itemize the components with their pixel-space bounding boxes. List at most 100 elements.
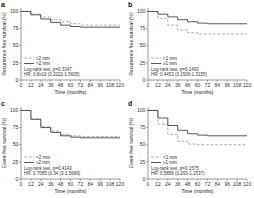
x-tick-label: 36 [175,181,181,187]
legend: <2 mm≥2 mm [24,155,50,166]
x-tick-label: 72 [205,181,211,187]
x-tick-label: 120 [243,82,252,88]
x-tick-label: 12 [28,82,34,88]
legend: <1 mm≥1 mm [151,155,177,166]
x-tick-label: 96 [224,82,230,88]
x-tick-label: 36 [175,82,181,88]
annotation-line: Log-rank test, p=0.1490 [151,67,199,72]
x-axis-label: Time (months) [54,89,86,95]
panel: 012243648607284961081200255075100<2 mm≥2… [1,100,124,195]
figure: 012243648607284961081200255075100≤2 mm>2… [0,0,254,198]
legend: <1 mm≥1 mm [151,56,177,67]
annotation: Log-rank test, p=0.3347HR: 0.8x10 (0.202… [24,67,80,78]
legend-swatch [151,162,161,163]
y-tick [146,127,148,128]
annotation-line: Log-rank test, p=0.1575 [151,166,199,171]
legend-swatch [151,157,161,158]
x-tick-label: 60 [68,181,74,187]
series-line [148,11,247,23]
y-tick [146,11,148,12]
panel: 012243648607284961081200255075100≤2 mm>2… [1,1,124,96]
x-tick-label: 108 [106,181,115,187]
x-axis-label: Time (months) [54,188,86,194]
y-tick-label: 100 [10,8,19,14]
y-tick-label: 0 [16,77,19,83]
y-tick-label: 75 [13,124,19,130]
y-tick [19,45,21,46]
y-tick-label: 0 [143,176,146,182]
x-tick-label: 24 [38,82,44,88]
legend-swatch [24,162,34,163]
annotation: Log-rank test, p=0.1575HR: 0.5858 (0.293… [151,166,205,177]
series-line [21,110,120,136]
series-line [21,11,120,27]
y-tick [146,28,148,29]
legend-swatch [151,58,161,59]
y-axis-line [21,107,22,179]
legend-swatch [24,157,34,158]
annotation-line: Log-rank test, p=0.3347 [24,67,72,72]
y-tick-label: 75 [13,25,19,31]
series-line [21,11,120,25]
x-tick-label: 120 [116,181,125,187]
y-axis-line [148,8,149,80]
legend-label: <2 mm [36,155,50,160]
y-tick-label: 75 [140,25,146,31]
legend: ≤2 mm>2 mm [24,56,50,67]
legend-label: ≤2 mm [36,56,50,61]
y-tick-label: 25 [140,60,146,66]
annotation-line: HR: 0.8x10 (0.2022-1.5605) [24,72,80,77]
x-tick-label: 60 [68,82,74,88]
x-tick-label: 108 [233,82,242,88]
y-axis-label: Event-free survival (%) [128,117,134,168]
y-tick [19,161,21,162]
panel: 012243648607284961081200255075100<1 mm≥1… [128,1,251,96]
annotation: Log-rank test, p=0.1490HR: 0.4453 (0.150… [151,67,208,78]
legend-label: >2 mm [36,61,50,66]
x-tick-label: 12 [155,181,161,187]
y-axis-label: Recurrence free survival (%) [1,12,7,76]
x-tick-label: 0 [20,82,23,88]
y-tick-label: 25 [140,159,146,165]
y-axis-label: Event-free survival (%) [1,117,7,168]
y-tick-label: 50 [140,42,146,48]
y-tick-label: 100 [137,107,146,113]
x-tick-label: 84 [88,181,94,187]
x-tick-label: 24 [165,181,171,187]
y-tick [19,62,21,63]
x-tick-label: 108 [106,82,115,88]
y-tick [146,62,148,63]
x-axis-label: Time (months) [181,89,213,95]
y-tick [146,110,148,111]
y-tick-label: 100 [10,107,19,113]
y-tick-label: 50 [140,141,146,147]
legend-label: ≥2 mm [36,160,50,165]
x-tick-label: 12 [155,82,161,88]
plot-area [21,11,120,27]
y-axis-label: Recurrence free survival (%) [128,12,134,76]
y-tick [146,144,148,145]
legend-label: <1 mm [163,56,177,61]
y-axis-line [21,8,22,80]
y-tick [146,161,148,162]
x-tick-label: 72 [205,82,211,88]
y-tick [19,144,21,145]
x-tick-label: 0 [147,181,150,187]
x-tick-label: 108 [233,181,242,187]
x-tick-label: 84 [215,82,221,88]
x-tick-label: 84 [215,181,221,187]
y-tick [19,110,21,111]
x-tick-label: 24 [165,82,171,88]
annotation-line: HR: 0.4453 (0.1506-1.3155) [151,72,208,77]
series-line [148,11,247,34]
x-tick-label: 120 [116,82,125,88]
y-tick-label: 25 [13,60,19,66]
y-tick [19,28,21,29]
series-line [148,110,247,144]
series-line [148,110,247,135]
y-tick [19,11,21,12]
legend-swatch [24,63,34,64]
x-tick-label: 96 [97,82,103,88]
legend-swatch [151,63,161,64]
annotation-line: Log-rank test, p=0.4143 [24,166,72,171]
